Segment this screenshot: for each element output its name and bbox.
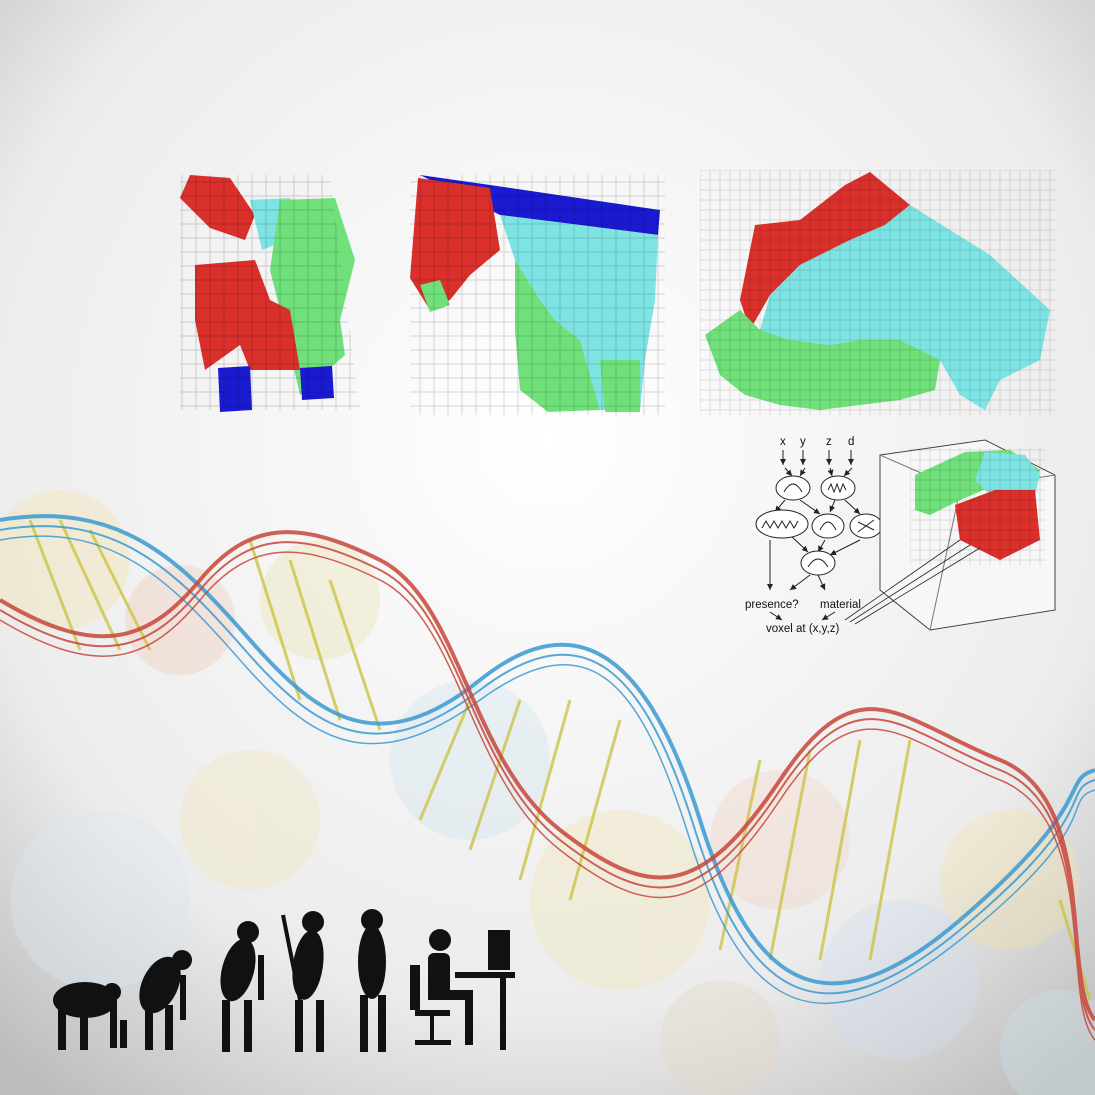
input-label-x: x [780, 436, 786, 448]
computer-user-silhouette [410, 929, 515, 1050]
human-silhouette [358, 909, 386, 1052]
input-label-z: z [826, 436, 832, 448]
voxel-sample-cube [844, 439, 1056, 631]
voxel-chair-shape [180, 175, 360, 412]
probabilistic-model-diagram: x y z d [745, 436, 1056, 635]
dna-helix [0, 514, 1095, 1041]
output-label-material: material [820, 599, 861, 611]
result-label: voxel at (x,y,z) [766, 623, 839, 635]
voxel-table-shape [410, 175, 665, 415]
input-label-d: d [848, 436, 854, 448]
voxel-couch-shape [700, 170, 1055, 415]
output-label-presence: presence? [745, 599, 799, 611]
ape-silhouette [53, 982, 127, 1050]
bokeh-background [0, 490, 1095, 1095]
evolution-silhouettes [53, 909, 515, 1052]
early-human-silhouette [281, 911, 324, 1052]
hominid-silhouette [220, 921, 264, 1052]
early-hominid-silhouette [139, 950, 192, 1050]
input-label-y: y [800, 436, 806, 448]
